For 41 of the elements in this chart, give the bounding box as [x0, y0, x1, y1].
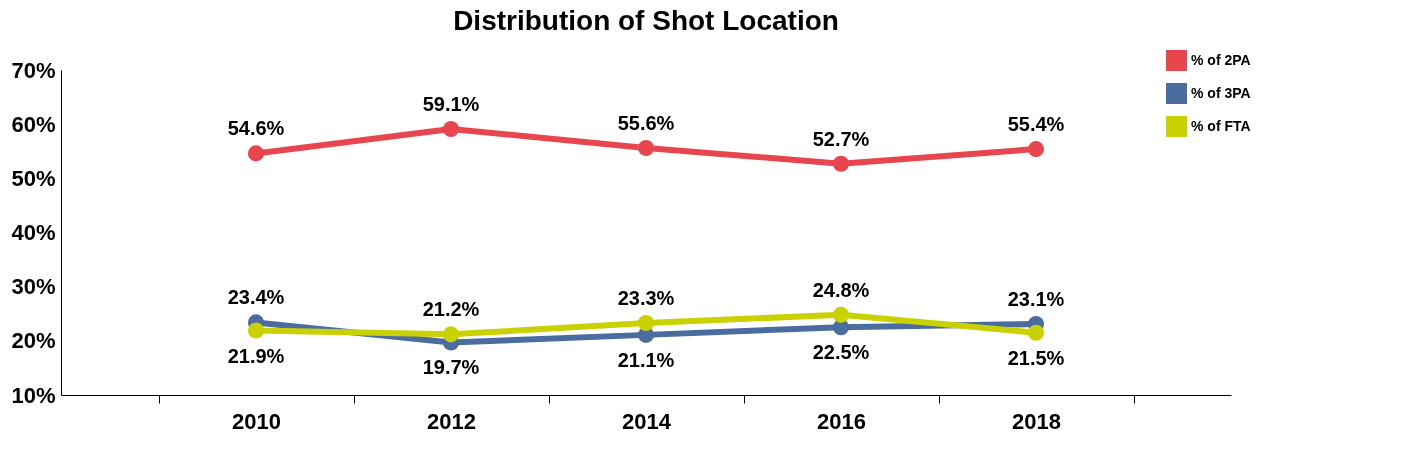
- point: [442, 326, 460, 343]
- data-label: 23.3%: [617, 286, 675, 309]
- x-tick-label: 2016: [817, 408, 866, 434]
- data-label: 52.7%: [812, 127, 870, 150]
- point: [832, 155, 850, 172]
- legend-label: % of FTA: [1191, 117, 1251, 134]
- data-label: 24.8%: [812, 278, 870, 301]
- data-label: 55.4%: [1007, 113, 1065, 136]
- x-tick-label: 2018: [1012, 408, 1061, 434]
- data-label: 21.9%: [227, 344, 285, 367]
- data-label: 55.6%: [617, 112, 675, 134]
- data-label: 59.1%: [422, 93, 480, 116]
- data-label: 21.5%: [1007, 346, 1065, 369]
- point: [442, 121, 460, 138]
- data-label: 23.1%: [1007, 288, 1065, 311]
- data-label: 54.6%: [227, 117, 285, 140]
- point: [1027, 324, 1045, 341]
- data-label: 19.7%: [422, 356, 480, 379]
- data-label: 23.4%: [227, 286, 285, 309]
- y-tick-label: 50%: [11, 165, 56, 191]
- data-label: 21.1%: [617, 348, 675, 371]
- point: [247, 145, 265, 162]
- y-tick-label: 70%: [11, 57, 56, 83]
- point: [832, 306, 850, 323]
- data-label: 22.5%: [812, 341, 870, 364]
- point: [637, 139, 655, 157]
- point: [637, 314, 655, 331]
- point: [247, 322, 265, 339]
- legend-label: % of 2PA: [1191, 51, 1251, 68]
- y-tick-label: 10%: [11, 382, 56, 408]
- x-tick-label: 2012: [427, 408, 476, 434]
- y-tick-label: 60%: [11, 111, 56, 137]
- y-tick-label: 40%: [11, 220, 56, 245]
- chart-title: Distribution of Shot Location: [453, 5, 839, 36]
- x-tick-label: 2014: [622, 408, 672, 434]
- point: [1027, 141, 1045, 158]
- y-tick-label: 20%: [11, 328, 56, 354]
- data-label: 21.2%: [422, 298, 480, 321]
- legend-label: % of 3PA: [1191, 84, 1251, 101]
- x-tick-label: 2010: [232, 408, 281, 434]
- y-tick-label: 30%: [11, 274, 56, 300]
